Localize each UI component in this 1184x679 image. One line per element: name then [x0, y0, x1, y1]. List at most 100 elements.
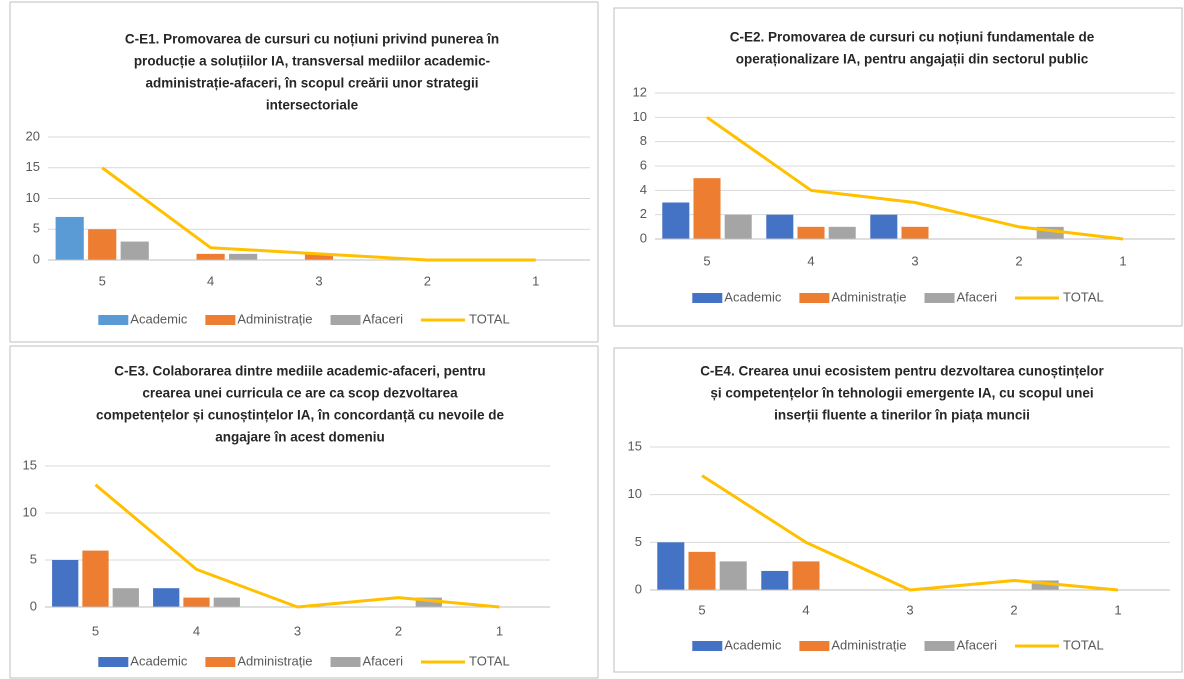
line	[706, 116, 1124, 241]
legend-label: Afaceri	[957, 289, 998, 304]
legend-swatch	[692, 641, 723, 651]
bar	[766, 214, 794, 239]
bar	[797, 226, 825, 239]
chart-title: administrație-afaceri, în scopul creării…	[145, 76, 478, 91]
legend-swatch	[924, 641, 955, 651]
bar	[112, 588, 139, 607]
chart-title: operaționalizare IA, pentru angajații di…	[736, 52, 1089, 67]
bar	[229, 253, 258, 260]
x-tick-label: 5	[99, 273, 106, 288]
y-tick-label: 10	[26, 190, 40, 205]
bar	[792, 561, 820, 590]
bar	[415, 597, 442, 607]
y-tick-label: 10	[633, 109, 647, 124]
legend-label: Academic	[130, 653, 188, 668]
legend-swatch	[330, 657, 361, 667]
y-tick-label: 8	[640, 133, 647, 148]
x-tick-label: 2	[1015, 253, 1022, 268]
y-tick-label: 15	[26, 159, 40, 174]
legend-swatch	[98, 657, 129, 667]
bar	[657, 542, 685, 590]
chart-title: competențelor și cunoștințelor IA, în co…	[96, 408, 505, 423]
legend-swatch	[799, 293, 830, 303]
y-tick-label: 0	[33, 251, 40, 266]
x-tick-label: 2	[424, 273, 431, 288]
legend-swatch	[98, 315, 129, 325]
x-tick-label: 1	[1114, 602, 1121, 617]
y-tick-label: 10	[23, 504, 37, 519]
legend-label: Administrație	[831, 637, 906, 652]
legend-label: Afaceri	[363, 311, 404, 326]
bar	[719, 561, 747, 590]
x-tick-label: 3	[315, 273, 322, 288]
legend-label: TOTAL	[469, 311, 510, 326]
bar	[120, 241, 149, 260]
legend-label: Academic	[724, 637, 782, 652]
x-tick-label: 1	[532, 273, 539, 288]
legend-label: Administrație	[237, 311, 312, 326]
bar	[1031, 580, 1059, 590]
legend-label: TOTAL	[469, 653, 510, 668]
bar	[55, 216, 84, 260]
y-tick-label: 4	[640, 182, 647, 197]
chart-title: și competențelor în tehnologii emergente…	[710, 386, 1093, 401]
y-tick-label: 15	[628, 438, 642, 453]
y-tick-label: 2	[640, 206, 647, 221]
y-tick-label: 10	[628, 486, 642, 501]
y-tick-label: 0	[640, 230, 647, 245]
bar	[688, 551, 716, 590]
bar	[88, 229, 117, 260]
y-tick-label: 15	[23, 457, 37, 472]
legend-label: TOTAL	[1063, 637, 1104, 652]
y-tick-label: 5	[33, 221, 40, 236]
legend-swatch	[330, 315, 361, 325]
x-tick-label: 1	[1119, 253, 1126, 268]
x-tick-label: 4	[207, 273, 214, 288]
chart-title: C-E1. Promovarea de cursuri cu noțiuni p…	[125, 32, 499, 47]
bar	[213, 597, 240, 607]
y-tick-label: 20	[26, 128, 40, 143]
y-tick-label: 5	[635, 534, 642, 549]
bar	[724, 214, 752, 239]
bar	[901, 226, 929, 239]
x-tick-label: 4	[807, 253, 814, 268]
panel	[613, 347, 1183, 673]
chart-title: intersectoriale	[266, 98, 359, 113]
chart-title: crearea unei curricula ce are ca scop de…	[142, 386, 458, 401]
bar	[196, 253, 225, 260]
chart-title: angajare în acest domeniu	[215, 430, 385, 445]
x-tick-label: 4	[193, 623, 200, 638]
legend-label: TOTAL	[1063, 289, 1104, 304]
chart-title: C-E3. Colaborarea dintre mediile academi…	[114, 364, 485, 379]
y-tick-label: 0	[635, 581, 642, 596]
bar	[82, 550, 109, 607]
legend-label: Administrație	[831, 289, 906, 304]
legend-swatch	[924, 293, 955, 303]
panel	[9, 1, 599, 343]
chart-title: C-E2. Promovarea de cursuri cu noțiuni f…	[730, 30, 1095, 45]
bar	[662, 202, 690, 239]
chart-title: producție a soluțiilor IA, transversal m…	[134, 54, 490, 69]
bar	[304, 253, 334, 260]
bar	[183, 597, 210, 607]
legend-swatch	[205, 315, 236, 325]
x-tick-label: 1	[496, 623, 503, 638]
y-tick-label: 12	[633, 84, 647, 99]
y-tick-label: 0	[30, 598, 37, 613]
x-tick-label: 5	[698, 602, 705, 617]
chart-title: inserții fluente a tinerilor în piața mu…	[774, 408, 1030, 423]
bar	[52, 560, 79, 607]
legend-label: Academic	[724, 289, 782, 304]
legend-label: Administrație	[237, 653, 312, 668]
line	[701, 474, 1119, 592]
bar	[870, 214, 898, 239]
y-tick-label: 5	[30, 551, 37, 566]
legend-label: Afaceri	[363, 653, 404, 668]
bar	[153, 588, 180, 607]
chart-title: C-E4. Crearea unui ecosistem pentru dezv…	[700, 364, 1104, 379]
x-tick-label: 4	[802, 602, 809, 617]
x-tick-label: 3	[294, 623, 301, 638]
panel	[613, 7, 1183, 327]
x-tick-label: 5	[92, 623, 99, 638]
